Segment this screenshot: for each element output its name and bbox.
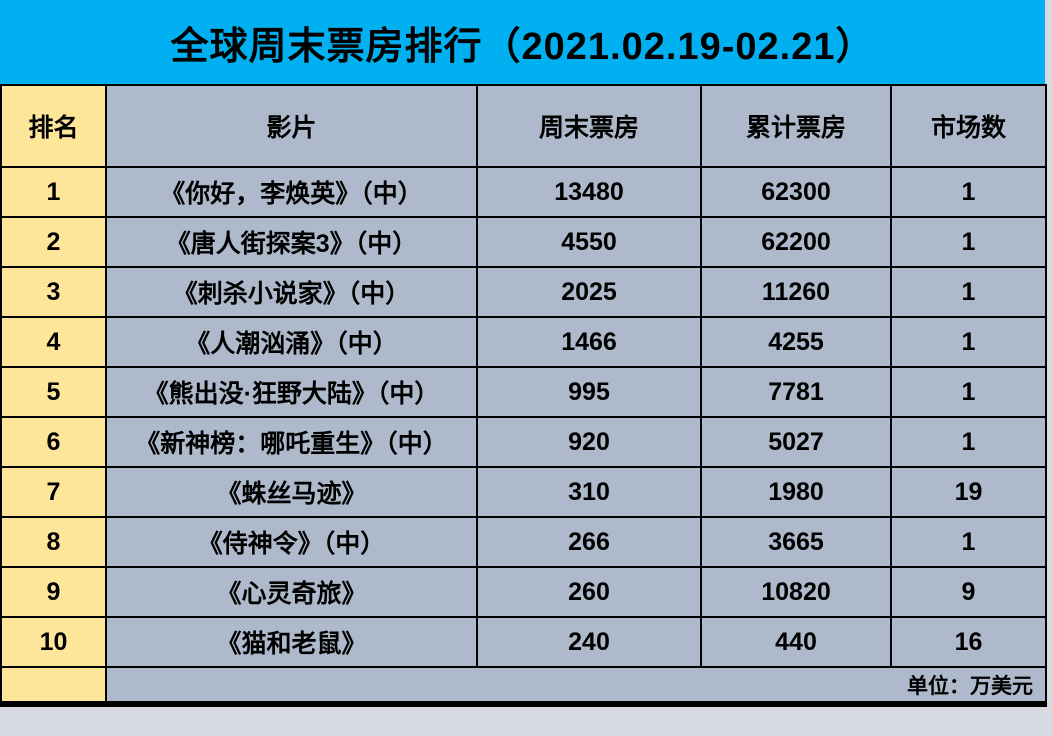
cell-film: 《猫和老鼠》	[105, 616, 478, 668]
cell-cumulative-box-office: 62200	[700, 216, 892, 268]
cell-film: 《刺杀小说家》（中）	[105, 266, 478, 318]
table-row: 2 《唐人街探案3》（中） 4550 62200 1	[0, 216, 1047, 268]
cell-rank: 5	[0, 366, 107, 418]
cell-cumulative-box-office: 3665	[700, 516, 892, 568]
cell-weekend-box-office: 4550	[476, 216, 702, 268]
table-row: 5 《熊出没·狂野大陆》（中） 995 7781 1	[0, 366, 1047, 418]
cell-rank: 8	[0, 516, 107, 568]
cell-weekend-box-office: 266	[476, 516, 702, 568]
cell-film: 《你好，李焕英》（中）	[105, 166, 478, 218]
unit-note: 单位：万美元	[105, 666, 1047, 707]
cell-market-count: 1	[890, 266, 1047, 318]
cell-film: 《唐人街探案3》（中）	[105, 216, 478, 268]
cell-cumulative-box-office: 1980	[700, 466, 892, 518]
cell-weekend-box-office: 240	[476, 616, 702, 668]
column-header-film: 影片	[105, 84, 478, 168]
cell-weekend-box-office: 260	[476, 566, 702, 618]
table-row: 4 《人潮汹涌》（中） 1466 4255 1	[0, 316, 1047, 368]
column-header-cumulative-box-office: 累计票房	[700, 84, 892, 168]
cell-film: 《熊出没·狂野大陆》（中）	[105, 366, 478, 418]
column-header-weekend-box-office: 周末票房	[476, 84, 702, 168]
ranking-table: 排名 影片 周末票房 累计票房 市场数 1 《你好，李焕英》（中） 13480 …	[0, 84, 1047, 707]
cell-film: 《人潮汹涌》（中）	[105, 316, 478, 368]
cell-rank: 1	[0, 166, 107, 218]
cell-cumulative-box-office: 62300	[700, 166, 892, 218]
cell-market-count: 19	[890, 466, 1047, 518]
cell-rank: 9	[0, 566, 107, 618]
cell-market-count: 1	[890, 216, 1047, 268]
cell-rank: 10	[0, 616, 107, 668]
cell-cumulative-box-office: 440	[700, 616, 892, 668]
table-row: 8 《侍神令》（中） 266 3665 1	[0, 516, 1047, 568]
cell-cumulative-box-office: 5027	[700, 416, 892, 468]
column-header-market-count: 市场数	[890, 84, 1047, 168]
cell-rank: 6	[0, 416, 107, 468]
cell-market-count: 1	[890, 166, 1047, 218]
cell-cumulative-box-office: 7781	[700, 366, 892, 418]
cell-rank: 3	[0, 266, 107, 318]
cell-weekend-box-office: 1466	[476, 316, 702, 368]
cell-market-count: 1	[890, 316, 1047, 368]
cell-weekend-box-office: 310	[476, 466, 702, 518]
cell-market-count: 9	[890, 566, 1047, 618]
column-header-rank: 排名	[0, 84, 107, 168]
table-row: 10 《猫和老鼠》 240 440 16	[0, 616, 1047, 668]
page-title: 全球周末票房排行（2021.02.19-02.21）	[0, 0, 1045, 84]
cell-market-count: 1	[890, 516, 1047, 568]
box-office-ranking-sheet: 全球周末票房排行（2021.02.19-02.21） 排名 影片 周末票房 累计…	[0, 0, 1047, 707]
cell-film: 《心灵奇旅》	[105, 566, 478, 618]
table-row: 7 《蛛丝马迹》 310 1980 19	[0, 466, 1047, 518]
cell-rank: 7	[0, 466, 107, 518]
cell-weekend-box-office: 995	[476, 366, 702, 418]
cell-cumulative-box-office: 10820	[700, 566, 892, 618]
header-row: 排名 影片 周末票房 累计票房 市场数	[0, 84, 1047, 168]
cell-cumulative-box-office: 11260	[700, 266, 892, 318]
cell-film: 《新神榜：哪吒重生》（中）	[105, 416, 478, 468]
cell-rank: 4	[0, 316, 107, 368]
footer-spacer-cell	[0, 666, 107, 707]
cell-film: 《侍神令》（中）	[105, 516, 478, 568]
table-row: 6 《新神榜：哪吒重生》（中） 920 5027 1	[0, 416, 1047, 468]
table-row: 1 《你好，李焕英》（中） 13480 62300 1	[0, 166, 1047, 218]
cell-film: 《蛛丝马迹》	[105, 466, 478, 518]
footer-row: 单位：万美元	[0, 666, 1047, 707]
cell-market-count: 1	[890, 366, 1047, 418]
cell-rank: 2	[0, 216, 107, 268]
table-row: 3 《刺杀小说家》（中） 2025 11260 1	[0, 266, 1047, 318]
cell-weekend-box-office: 13480	[476, 166, 702, 218]
table-row: 9 《心灵奇旅》 260 10820 9	[0, 566, 1047, 618]
cell-weekend-box-office: 2025	[476, 266, 702, 318]
cell-weekend-box-office: 920	[476, 416, 702, 468]
cell-market-count: 16	[890, 616, 1047, 668]
cell-cumulative-box-office: 4255	[700, 316, 892, 368]
cell-market-count: 1	[890, 416, 1047, 468]
